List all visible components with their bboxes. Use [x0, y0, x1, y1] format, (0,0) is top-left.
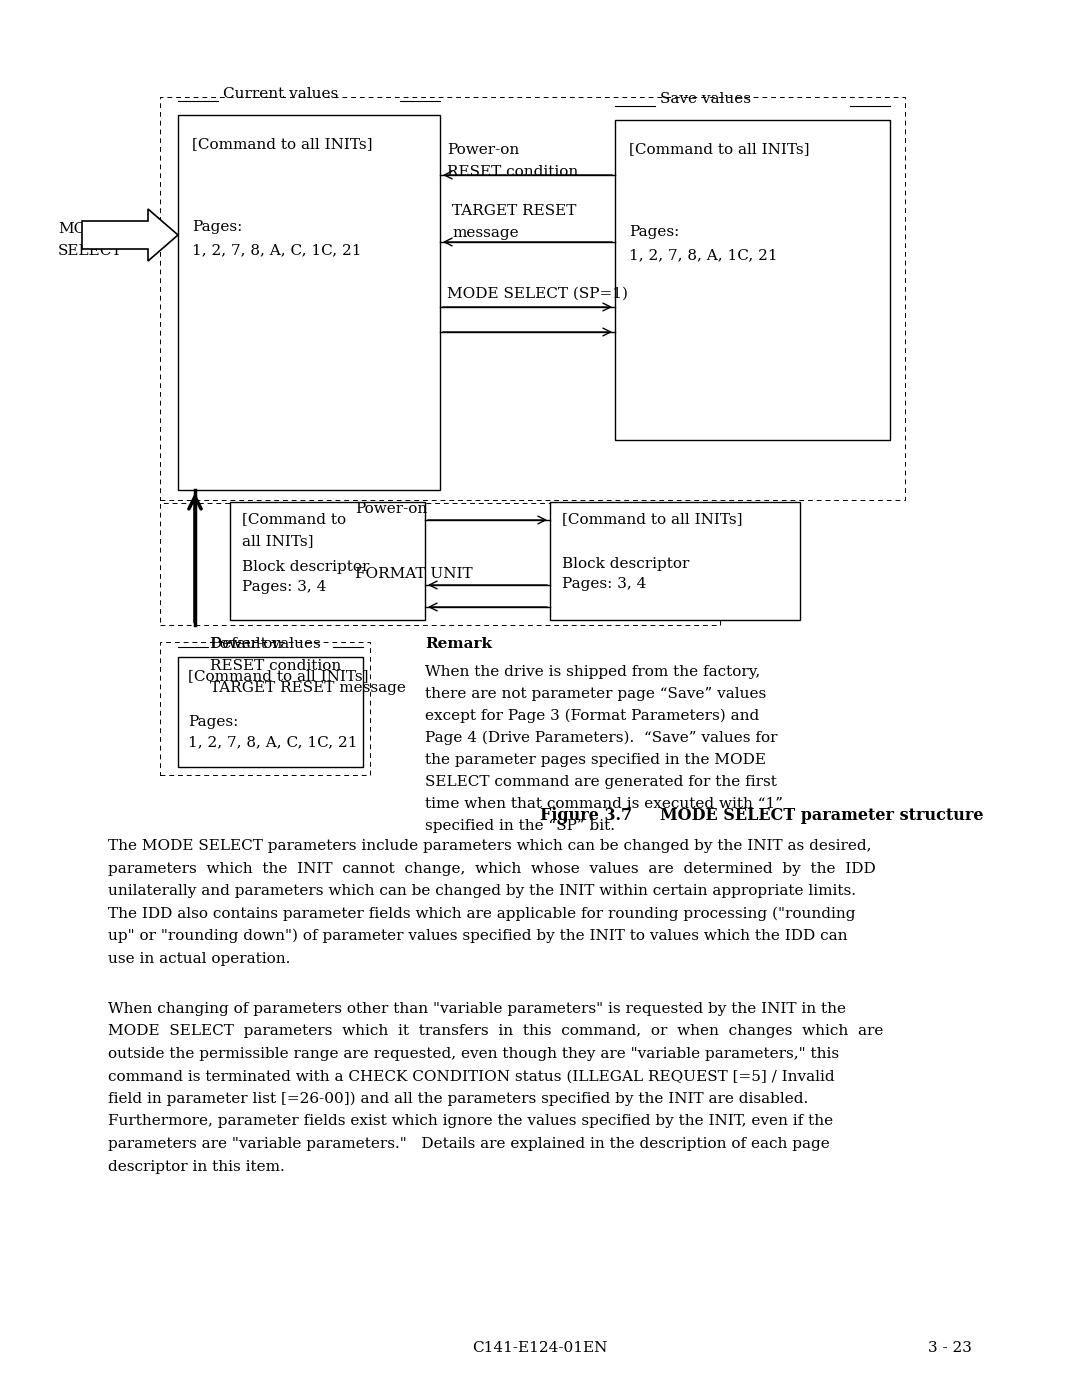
Bar — [230, 502, 426, 620]
Text: 3 - 23: 3 - 23 — [928, 1341, 972, 1355]
Text: The IDD also contains parameter fields which are applicable for rounding process: The IDD also contains parameter fields w… — [108, 907, 855, 921]
Text: Current values: Current values — [222, 87, 338, 101]
Text: The MODE SELECT parameters include parameters which can be changed by the INIT a: The MODE SELECT parameters include param… — [108, 840, 872, 854]
Text: Default values: Default values — [210, 637, 321, 651]
Text: 1, 2, 7, 8, A, 1C, 21: 1, 2, 7, 8, A, 1C, 21 — [629, 249, 778, 263]
Text: all INITs]: all INITs] — [242, 534, 313, 548]
Text: up" or "rounding down") of parameter values specified by the INIT to values whic: up" or "rounding down") of parameter val… — [108, 929, 848, 943]
Text: Power-on: Power-on — [447, 142, 519, 156]
Text: except for Page 3 (Format Parameters) and: except for Page 3 (Format Parameters) an… — [426, 710, 759, 724]
Text: unilaterally and parameters which can be changed by the INIT within certain appr: unilaterally and parameters which can be… — [108, 884, 856, 898]
Bar — [550, 502, 800, 620]
Text: there are not parameter page “Save” values: there are not parameter page “Save” valu… — [426, 687, 766, 701]
Text: RESET condition: RESET condition — [447, 165, 578, 179]
Polygon shape — [82, 210, 178, 261]
Text: time when that command is executed with “1”: time when that command is executed with … — [426, 798, 783, 812]
Text: TARGET RESET: TARGET RESET — [453, 204, 577, 218]
Text: Figure 3.7: Figure 3.7 — [540, 807, 632, 824]
Bar — [160, 643, 370, 775]
Text: MODE  SELECT  parameters  which  it  transfers  in  this  command,  or  when  ch: MODE SELECT parameters which it transfer… — [108, 1024, 883, 1038]
Text: parameters  which  the  INIT  cannot  change,  which  whose  values  are  determ: parameters which the INIT cannot change,… — [108, 862, 876, 876]
Text: message: message — [453, 226, 518, 240]
Text: descriptor in this item.: descriptor in this item. — [108, 1160, 285, 1173]
Text: Power-on: Power-on — [355, 502, 428, 515]
Text: Power-on: Power-on — [210, 637, 282, 651]
Text: outside the permissible range are requested, even though they are "variable para: outside the permissible range are reques… — [108, 1046, 839, 1060]
Text: C141-E124-01EN: C141-E124-01EN — [472, 1341, 608, 1355]
Text: [Command to: [Command to — [242, 511, 346, 527]
Text: Remark: Remark — [426, 637, 492, 651]
Text: [Command to all INITs]: [Command to all INITs] — [188, 669, 368, 683]
Text: Pages: 3, 4: Pages: 3, 4 — [562, 577, 646, 591]
Text: RESET condition: RESET condition — [210, 659, 341, 673]
Text: field in parameter list [=26-00]) and all the parameters specified by the INIT a: field in parameter list [=26-00]) and al… — [108, 1092, 808, 1106]
Text: TARGET RESET message: TARGET RESET message — [210, 680, 406, 694]
Text: Pages:: Pages: — [192, 219, 242, 235]
Bar — [160, 503, 720, 624]
Text: 1, 2, 7, 8, A, C, 1C, 21: 1, 2, 7, 8, A, C, 1C, 21 — [188, 735, 357, 749]
Text: Block descriptor: Block descriptor — [242, 560, 369, 574]
Text: command is terminated with a CHECK CONDITION status (ILLEGAL REQUEST [=5] / Inva: command is terminated with a CHECK CONDI… — [108, 1070, 835, 1084]
Text: Pages:: Pages: — [629, 225, 679, 239]
Text: MODE: MODE — [58, 222, 110, 236]
Text: Save values: Save values — [660, 92, 751, 106]
Text: [Command to all INITs]: [Command to all INITs] — [192, 137, 373, 151]
Text: [Command to all INITs]: [Command to all INITs] — [629, 142, 810, 156]
Text: Page 4 (Drive Parameters).  “Save” values for: Page 4 (Drive Parameters). “Save” values… — [426, 731, 778, 746]
Text: 1, 2, 7, 8, A, C, 1C, 21: 1, 2, 7, 8, A, C, 1C, 21 — [192, 243, 362, 257]
Text: When changing of parameters other than "variable parameters" is requested by the: When changing of parameters other than "… — [108, 1002, 846, 1016]
Bar — [160, 96, 905, 500]
Text: SELECT command are generated for the first: SELECT command are generated for the fir… — [426, 775, 777, 789]
Text: specified in the “SP” bit.: specified in the “SP” bit. — [426, 819, 615, 833]
Text: [Command to all INITs]: [Command to all INITs] — [562, 511, 743, 527]
Text: MODE SELECT parameter structure: MODE SELECT parameter structure — [660, 807, 984, 824]
Bar — [178, 657, 363, 767]
Text: use in actual operation.: use in actual operation. — [108, 951, 291, 965]
Text: SELECT: SELECT — [58, 244, 122, 258]
Text: FORMAT UNIT: FORMAT UNIT — [355, 567, 473, 581]
Text: parameters are "variable parameters."   Details are explained in the description: parameters are "variable parameters." De… — [108, 1137, 829, 1151]
Text: When the drive is shipped from the factory,: When the drive is shipped from the facto… — [426, 665, 760, 679]
Bar — [178, 115, 440, 490]
Text: Pages: 3, 4: Pages: 3, 4 — [242, 580, 326, 594]
Text: the parameter pages specified in the MODE: the parameter pages specified in the MOD… — [426, 753, 766, 767]
Text: MODE SELECT (SP=1): MODE SELECT (SP=1) — [447, 286, 627, 300]
Bar — [615, 120, 890, 440]
Text: Block descriptor: Block descriptor — [562, 557, 689, 571]
Text: Pages:: Pages: — [188, 715, 239, 729]
Text: Furthermore, parameter fields exist which ignore the values specified by the INI: Furthermore, parameter fields exist whic… — [108, 1115, 833, 1129]
